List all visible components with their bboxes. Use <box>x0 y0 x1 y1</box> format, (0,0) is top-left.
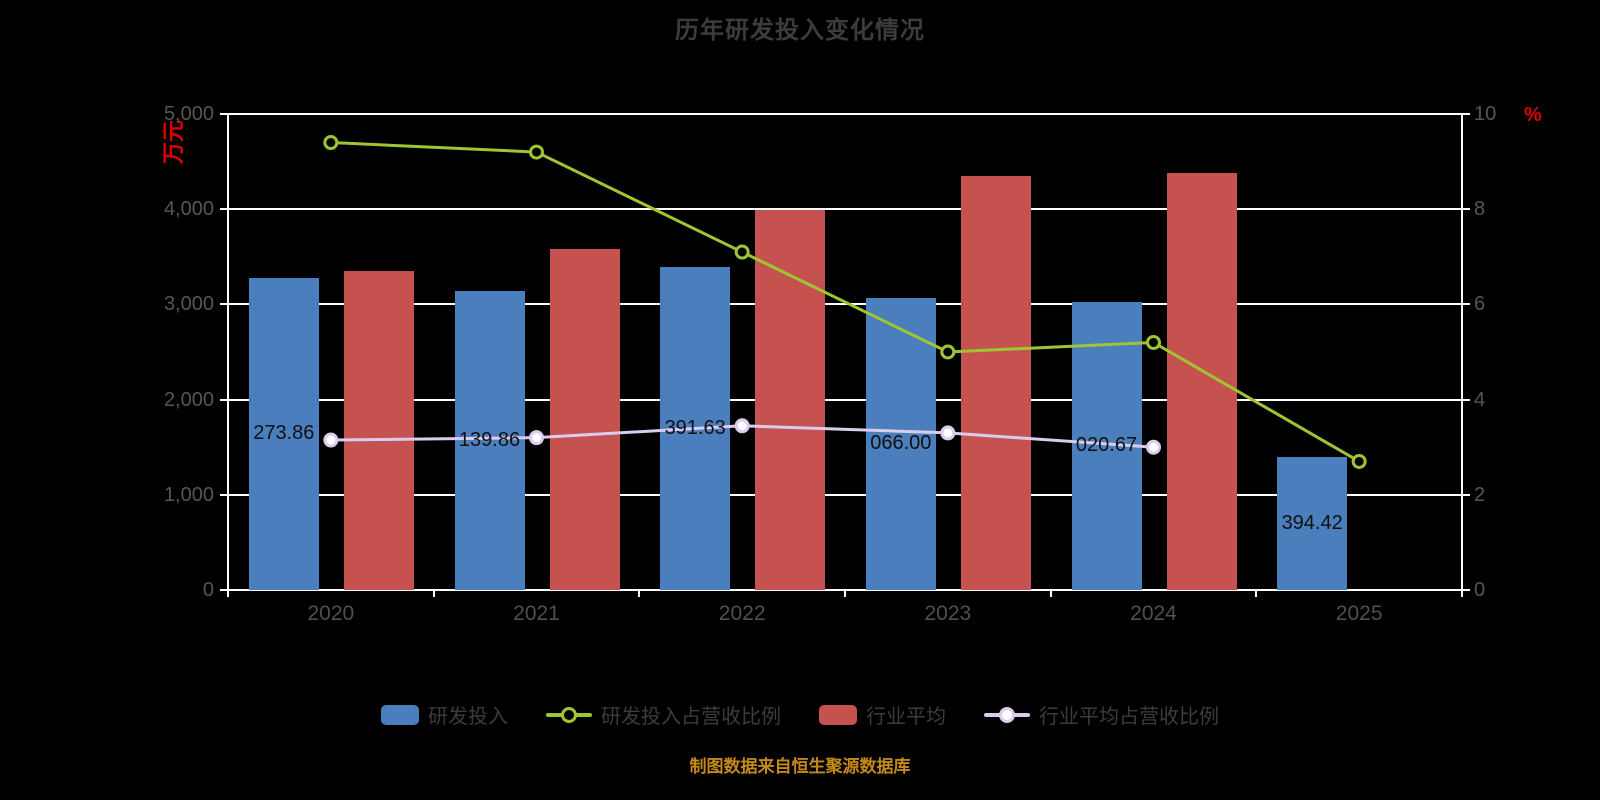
y-axis-line-right <box>1461 114 1463 590</box>
rd-investment-bar-label: 394.42 <box>1281 511 1343 534</box>
rd-revenue-ratio-point[interactable] <box>734 244 750 260</box>
right-axis-tick <box>1462 589 1470 591</box>
industry-average-legend-swatch <box>819 704 857 725</box>
gridline <box>228 493 1462 496</box>
legend-label: 研发投入 <box>428 706 508 728</box>
left-axis-tick-label: 3,000 <box>163 293 214 316</box>
rd-revenue-ratio-point[interactable] <box>323 135 339 151</box>
rd-investment-bar[interactable] <box>454 291 525 590</box>
rd-investment-bar-label: 139.86 <box>458 428 521 451</box>
industry-average-bar[interactable] <box>960 175 1031 590</box>
rd-investment-bar[interactable] <box>865 298 936 590</box>
x-axis-label: 2025 <box>1335 602 1383 625</box>
legend: 研发投入 研发投入占营收比例 行业平均 行业平均占营收比例 <box>0 700 1600 729</box>
right-axis-tick-label: 4 <box>1474 388 1486 411</box>
legend-label: 研发投入占营收比例 <box>601 706 781 728</box>
x-axis-label: 2024 <box>1130 602 1177 625</box>
industry-avg-revenue-ratio-point[interactable] <box>734 418 750 434</box>
left-axis-tick-label: 2,000 <box>163 388 214 411</box>
x-axis-tick <box>432 590 435 597</box>
rd-investment-bar-label: 391.63 <box>664 416 726 439</box>
legend-label: 行业平均 <box>866 706 946 728</box>
right-axis-tick <box>1462 208 1470 211</box>
rd-investment-bar[interactable] <box>248 278 319 590</box>
x-axis-tick <box>1049 590 1052 597</box>
x-axis-label: 2021 <box>513 602 560 625</box>
x-axis-tick <box>844 590 846 597</box>
right-axis-title: % <box>1524 104 1542 126</box>
left-axis-tick <box>220 208 228 211</box>
rd-investment-bar[interactable] <box>1277 457 1348 590</box>
left-axis-tick <box>220 493 228 496</box>
x-axis-tick <box>1255 590 1258 597</box>
left-axis-tick-label: 1,000 <box>163 483 214 506</box>
legend-item-industry-avg-revenue-ratio[interactable]: 行业平均占营收比例 <box>984 700 1219 729</box>
line-series-layer <box>323 135 1367 469</box>
left-axis-tick <box>220 113 228 115</box>
legend-item-rd-revenue-ratio[interactable]: 研发投入占营收比例 <box>546 700 781 729</box>
industry-avg-revenue-ratio-point[interactable] <box>1146 439 1161 455</box>
x-axis-label: 2020 <box>307 602 355 625</box>
left-axis-tick-label: 5,000 <box>163 103 214 125</box>
x-axis-tick <box>1461 590 1463 597</box>
industry-average-bar[interactable] <box>755 210 826 590</box>
left-axis-tick-label: 0 <box>202 579 214 601</box>
right-axis-tick <box>1462 493 1470 496</box>
left-axis-tick <box>220 589 228 591</box>
rd-revenue-ratio-point[interactable] <box>940 344 956 360</box>
left-axis-tick <box>220 398 228 401</box>
right-axis-tick-label: 2 <box>1474 483 1486 506</box>
industry-average-bar[interactable] <box>343 271 414 590</box>
rd-investment-legend-swatch <box>381 704 419 725</box>
right-axis-tick-label: 8 <box>1474 198 1486 221</box>
legend-item-rd-investment[interactable]: 研发投入 <box>381 700 508 729</box>
chart-title: 历年研发投入变化情况 <box>675 17 925 44</box>
legend-label: 行业平均占营收比例 <box>1039 706 1219 728</box>
x-axis-tick <box>227 590 229 597</box>
gridline <box>228 208 1462 211</box>
y-axis-line-left <box>227 114 229 590</box>
left-axis-tick-label: 4,000 <box>163 198 214 221</box>
legend-item-industry-average[interactable]: 行业平均 <box>819 700 946 729</box>
x-axis-label: 2022 <box>718 602 766 625</box>
industry-avg-revenue-ratio-point[interactable] <box>940 425 956 441</box>
rd-revenue-ratio-point[interactable] <box>1351 453 1367 469</box>
right-axis-tick <box>1462 113 1470 115</box>
rd-revenue-ratio-legend-swatch <box>546 705 592 725</box>
data-source-caption: 制图数据来自恒生聚源数据库 <box>689 757 911 776</box>
gridline <box>228 113 1462 115</box>
rd-revenue-ratio-line[interactable] <box>330 141 1360 463</box>
rd-investment-bar-label: 273.86 <box>253 422 315 445</box>
right-axis-tick-label: 6 <box>1474 293 1486 316</box>
right-axis-tick <box>1462 303 1470 306</box>
industry-avg-revenue-ratio-point[interactable] <box>529 430 544 446</box>
gridline <box>228 303 1462 306</box>
gridline <box>228 398 1462 401</box>
industry-avg-revenue-ratio-legend-swatch <box>984 705 1030 725</box>
industry-avg-revenue-ratio-point[interactable] <box>323 432 339 448</box>
rd-revenue-ratio-point[interactable] <box>529 144 544 160</box>
rd-investment-bar-label: 020.67 <box>1075 434 1138 457</box>
industry-average-bar[interactable] <box>549 249 620 590</box>
rd-investment-bar-label: 066.00 <box>870 432 932 455</box>
right-axis-tick-label: 10 <box>1474 103 1497 125</box>
right-axis-tick-label: 0 <box>1474 579 1486 601</box>
left-axis-tick <box>220 303 228 306</box>
right-axis-tick <box>1462 398 1470 401</box>
x-axis-label: 2023 <box>924 602 972 625</box>
x-axis-tick <box>638 590 641 597</box>
industry-average-bar[interactable] <box>1166 173 1237 590</box>
rd-revenue-ratio-point[interactable] <box>1146 334 1161 350</box>
